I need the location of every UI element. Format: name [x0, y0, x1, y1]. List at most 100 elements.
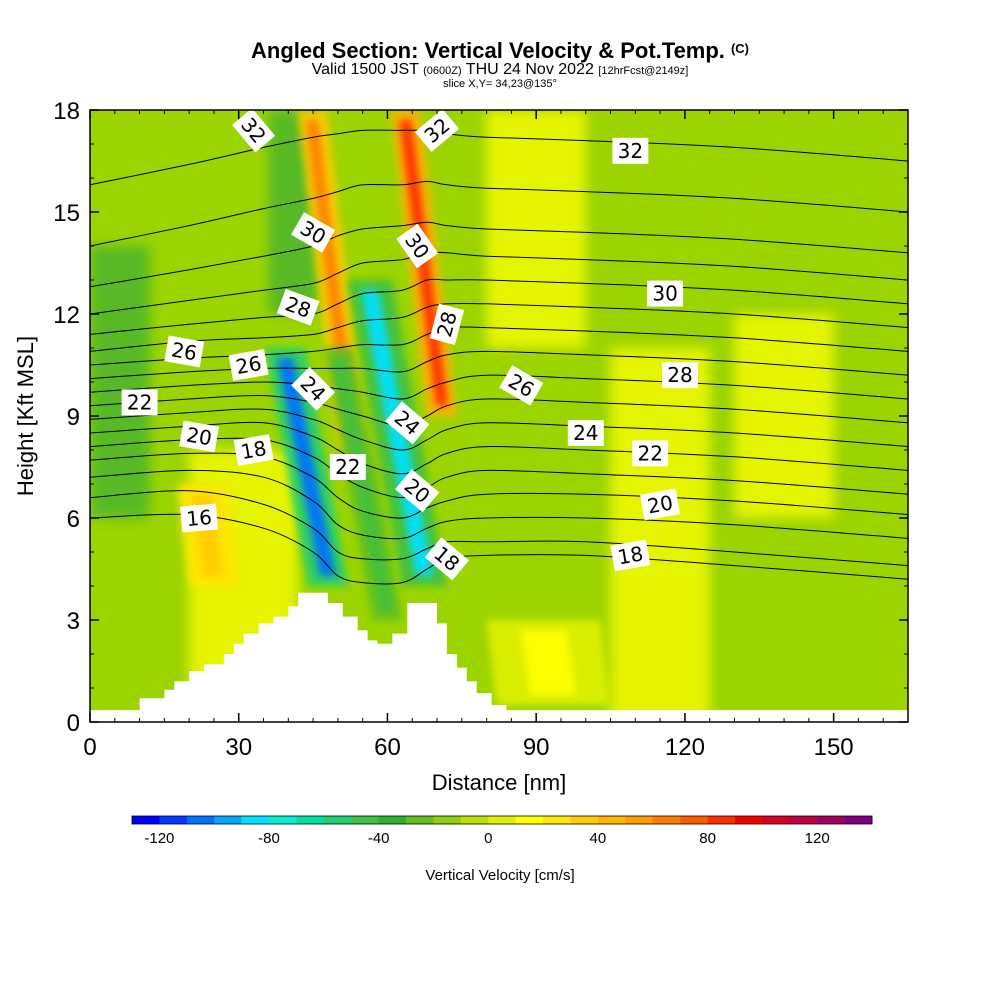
- isentrope-32: [90, 129, 908, 186]
- colorbar-swatch-11: [433, 816, 462, 824]
- colorbar-swatch-23: [762, 816, 791, 824]
- vertical-velocity-field: [90, 110, 908, 722]
- contour-label-23: 18: [610, 539, 651, 572]
- field-blob-0: [610, 348, 710, 722]
- colorbar-tick-label-2: -40: [368, 830, 390, 847]
- contour-label-5: 30: [647, 280, 684, 307]
- y-tick-label-5: 15: [53, 200, 80, 227]
- colorbar-swatch-13: [488, 816, 517, 824]
- contour-label-text: 32: [618, 139, 643, 163]
- colorbar-tick-label-1: -80: [258, 830, 280, 847]
- contour-label-text: 22: [637, 441, 662, 465]
- contour-label-box: [662, 362, 698, 389]
- chart-valid-time: Valid 1500 JST (0600Z) THU 24 Nov 2022 […: [0, 60, 1000, 81]
- contour-label-box: [610, 539, 651, 572]
- contour-label-21: 18: [233, 434, 274, 466]
- y-tick-label-2: 6: [67, 506, 80, 533]
- colorbar-swatch-15: [543, 816, 571, 824]
- x-tick-label-0: 0: [83, 734, 96, 761]
- contour-label-box: [291, 366, 336, 411]
- isentrope-22: [90, 408, 908, 451]
- y-tick-label-3: 9: [67, 404, 80, 431]
- contour-label-text: 20: [184, 422, 213, 450]
- colorbar-swatch-6: [296, 816, 325, 824]
- isentrope-16: [90, 513, 908, 585]
- terrain: [90, 592, 908, 722]
- slice-text: slice X,Y= 34,23@135°: [443, 78, 557, 90]
- velocity-core-2: [332, 358, 394, 610]
- y-tick-label-0: 0: [67, 710, 80, 737]
- contour-label-9: 26: [164, 335, 205, 368]
- contour-label-box: [414, 110, 460, 152]
- contour-label-20: 20: [640, 488, 681, 521]
- colorbar-swatch-20: [680, 816, 708, 824]
- contour-label-box: [233, 434, 274, 466]
- x-tick-label-2: 60: [374, 734, 401, 761]
- contour-label-text: 30: [652, 282, 677, 306]
- y-tick-label-1: 3: [67, 608, 80, 635]
- colorbar-swatch-8: [351, 816, 379, 824]
- valid-prefix: Valid 1500 JST: [311, 61, 419, 78]
- y-tick-label-4: 12: [53, 302, 80, 329]
- valid-zulu: (0600Z): [423, 65, 462, 77]
- contour-label-box: [424, 537, 470, 581]
- contour-label-box: [429, 303, 465, 345]
- colorbar-swatch-24: [789, 816, 818, 824]
- colorbar-swatch-17: [597, 816, 626, 824]
- velocity-core-6: [520, 630, 577, 695]
- contour-label-16: 22: [329, 454, 366, 480]
- contour-label-box: [396, 223, 439, 269]
- contour-label-text: 24: [573, 421, 598, 445]
- contour-label-text: 26: [234, 351, 263, 379]
- colorbar: -120 -80 -40 0 40 80 120 Vertical Velocity [cm/…: [131, 815, 873, 884]
- contour-label-box: [291, 212, 336, 253]
- isentrope-18: [90, 469, 908, 540]
- contour-label-2: 32: [612, 137, 649, 164]
- contour-label-box: [612, 137, 649, 164]
- colorbar-swatch-5: [269, 816, 297, 824]
- colorbar-swatch-0: [132, 816, 160, 824]
- chart-slice-label: slice X,Y= 34,23@135°: [0, 78, 1000, 91]
- colorbar-swatch-4: [241, 816, 270, 824]
- contour-label-10: 26: [228, 349, 269, 381]
- contour-label-box: [632, 440, 669, 467]
- colorbar-tick-label-3: 0: [484, 830, 492, 847]
- chart-title: Angled Section: Vertical Velocity & Pot.…: [0, 36, 1000, 64]
- colorbar-swatch-2: [186, 816, 215, 824]
- contour-label-box: [121, 389, 158, 416]
- colorbar-swatch-3: [214, 816, 242, 824]
- colorbar-swatch-10: [406, 816, 434, 824]
- contour-label-box: [179, 420, 220, 453]
- velocity-core-1: [277, 358, 336, 576]
- contour-label-text: 22: [335, 455, 360, 479]
- contour-label-box: [164, 335, 205, 368]
- contour-label-17: 22: [632, 440, 669, 467]
- y-tick-label-6: 18: [53, 98, 80, 125]
- contour-label-box: [640, 488, 681, 521]
- axes: 0 30 60 90 120 150 0 3 6 9 12 15 18 Distance [nm] Heig…: [13, 98, 909, 795]
- chart-title-text: Angled Section: Vertical Velocity & Pot.…: [251, 38, 725, 63]
- field-blob-1: [734, 314, 834, 518]
- contour-label-text: 26: [170, 337, 199, 365]
- colorbar-tick-label-5: 80: [699, 830, 716, 847]
- field-blob-4: [90, 246, 150, 518]
- contour-label-box: [228, 349, 269, 381]
- colorbar-label: Vertical Velocity [cm/s]: [425, 867, 574, 884]
- contour-label-box: [385, 401, 430, 445]
- colorbar-tick-label-6: 120: [805, 830, 830, 847]
- colorbar-swatch-21: [707, 816, 736, 824]
- contour-label-text: 16: [185, 505, 212, 531]
- contour-label-text: 18: [239, 436, 268, 464]
- contour-label-0: 32: [232, 110, 276, 153]
- contour-label-box: [232, 110, 276, 153]
- x-tick-label-3: 90: [523, 734, 550, 761]
- contour-label-8: 28: [662, 362, 698, 389]
- isentrope-17: [90, 490, 908, 567]
- colorbar-swatch-16: [570, 816, 599, 824]
- colorbar-swatch-9: [378, 816, 407, 824]
- valid-date: THU 24 Nov 2022: [465, 61, 594, 78]
- contour-label-text: 28: [667, 363, 692, 387]
- colorbar-swatch-1: [159, 816, 188, 824]
